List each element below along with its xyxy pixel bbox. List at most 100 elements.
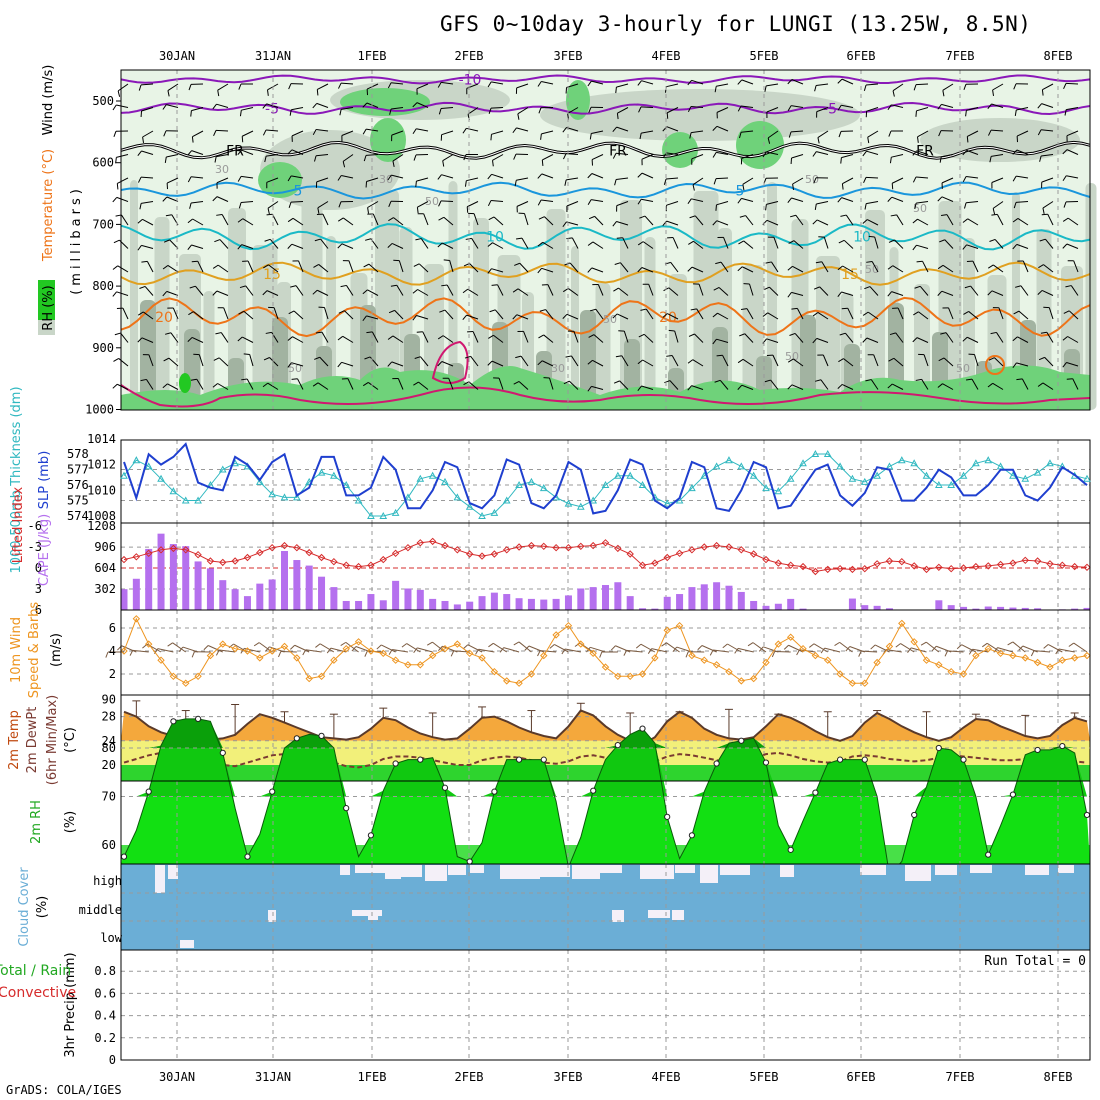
wind-barb-flag <box>713 287 720 291</box>
wind-barb-flag <box>462 314 468 320</box>
wind10-speed-point <box>1058 656 1067 664</box>
wind-barb-flag <box>963 84 967 91</box>
wind-barb-flag <box>638 333 645 338</box>
wind-barb <box>966 244 979 249</box>
wind-barb-flag <box>815 379 822 382</box>
wind10-barb-flag <box>1055 648 1060 655</box>
wind-barb-flag <box>814 203 817 210</box>
wind-barb <box>371 331 379 343</box>
wind-barb <box>341 243 354 249</box>
wind-barb <box>142 311 154 320</box>
rh-region-mid <box>816 256 840 410</box>
wind-barb <box>423 213 429 226</box>
wind-barb <box>592 359 604 367</box>
cloud-gap-high <box>640 865 674 879</box>
wind-barb <box>1066 130 1079 137</box>
rh-2m-point <box>812 789 819 796</box>
lifted-index-line <box>123 540 1088 573</box>
cloud-axis-label: Cloud Cover <box>17 867 32 947</box>
wind-barb-flag <box>1062 362 1067 368</box>
wind10-barb <box>737 647 754 653</box>
wind-barb <box>874 236 879 249</box>
wind10-barb <box>640 643 656 653</box>
thickness-point <box>873 471 881 479</box>
wind-barb-flag <box>937 196 943 202</box>
wind10-barb <box>774 650 791 653</box>
thickness-point <box>490 508 499 516</box>
wind-barb <box>691 79 704 85</box>
lifted-index-point <box>675 549 684 558</box>
wind10-barb <box>1033 650 1051 653</box>
wind10-barb-flag <box>488 642 494 648</box>
wind-barb <box>121 214 129 226</box>
wind-barb-flag <box>487 200 492 207</box>
wind-barb <box>692 177 704 186</box>
thickness-point <box>144 462 153 470</box>
wind-barb <box>621 355 629 367</box>
thickness-point <box>293 493 301 501</box>
isotherm-label: -5 <box>823 101 837 117</box>
rh-region-mid <box>154 217 170 410</box>
wind-barb-flag <box>962 218 969 223</box>
wind-barb <box>696 308 704 320</box>
wind10-barb-flag <box>870 644 876 650</box>
wind-barb-flag <box>916 260 923 263</box>
footer-credit: GrADS: COLA/IGES <box>6 1083 122 1097</box>
wind-barb-flag <box>813 286 820 290</box>
cape-bar <box>453 604 461 610</box>
wind10-speed-point <box>799 644 807 653</box>
wind10-barb <box>478 648 495 653</box>
wind-barb <box>894 239 904 249</box>
wind10-barb <box>207 645 223 653</box>
wind10-barb-flag <box>1068 642 1075 647</box>
thickness-point <box>638 480 647 488</box>
wind-barb <box>467 107 479 115</box>
wind-barb <box>148 354 154 367</box>
wind-barb-flag <box>812 219 818 225</box>
wind-barb <box>766 338 779 343</box>
wind-barb <box>616 83 629 88</box>
wind10-speed-point <box>836 670 844 678</box>
wind10-barb <box>280 650 297 653</box>
wind-barb-flag <box>987 103 992 110</box>
wind-barb-flag <box>287 175 292 182</box>
wind-barb-flag <box>212 103 217 110</box>
wind-barb-flag <box>1062 175 1067 182</box>
wind10-barb <box>651 648 668 653</box>
wind-barb-flag <box>187 150 193 156</box>
wind-barb <box>341 361 354 367</box>
rh-region-saturated <box>370 118 406 162</box>
precip-tick-label: 0 <box>109 1053 116 1067</box>
cloud-gap-high <box>572 865 600 879</box>
wind-barb <box>394 310 404 320</box>
wind-barb <box>266 177 279 183</box>
lifted-index-point <box>428 537 437 546</box>
wind10-barb <box>666 642 680 653</box>
wind-barb <box>569 262 579 273</box>
wind-barb <box>974 354 979 367</box>
cape-bar <box>404 588 412 610</box>
wind-barb-flag <box>590 308 597 312</box>
isotherm-label: 20 <box>659 310 677 326</box>
wind10-barb-flag <box>537 650 541 657</box>
thickness-point <box>391 508 400 516</box>
wind10-barb-flag <box>561 648 566 655</box>
wind-barb-flag <box>214 239 221 243</box>
lifted-index-point <box>614 544 622 553</box>
cape-bar <box>960 606 968 610</box>
wind-barb-flag <box>237 149 243 155</box>
cloud-gap-high <box>500 865 540 879</box>
rh-grid <box>121 747 1090 864</box>
wind-barb-flag <box>388 309 395 314</box>
wind-barb <box>715 177 729 180</box>
cape-bar <box>762 605 770 610</box>
wind-barb <box>317 83 329 90</box>
wind-barb-flag <box>362 102 368 108</box>
wind-barb-flag <box>1013 310 1020 315</box>
lifted-index-axis-label: Lifted Index <box>11 486 26 563</box>
wind-barb <box>391 82 404 85</box>
wind-barb-flag <box>188 84 192 91</box>
cloud-gap-high <box>720 865 750 875</box>
wind-barb <box>617 107 629 114</box>
wind-barb <box>644 215 654 226</box>
